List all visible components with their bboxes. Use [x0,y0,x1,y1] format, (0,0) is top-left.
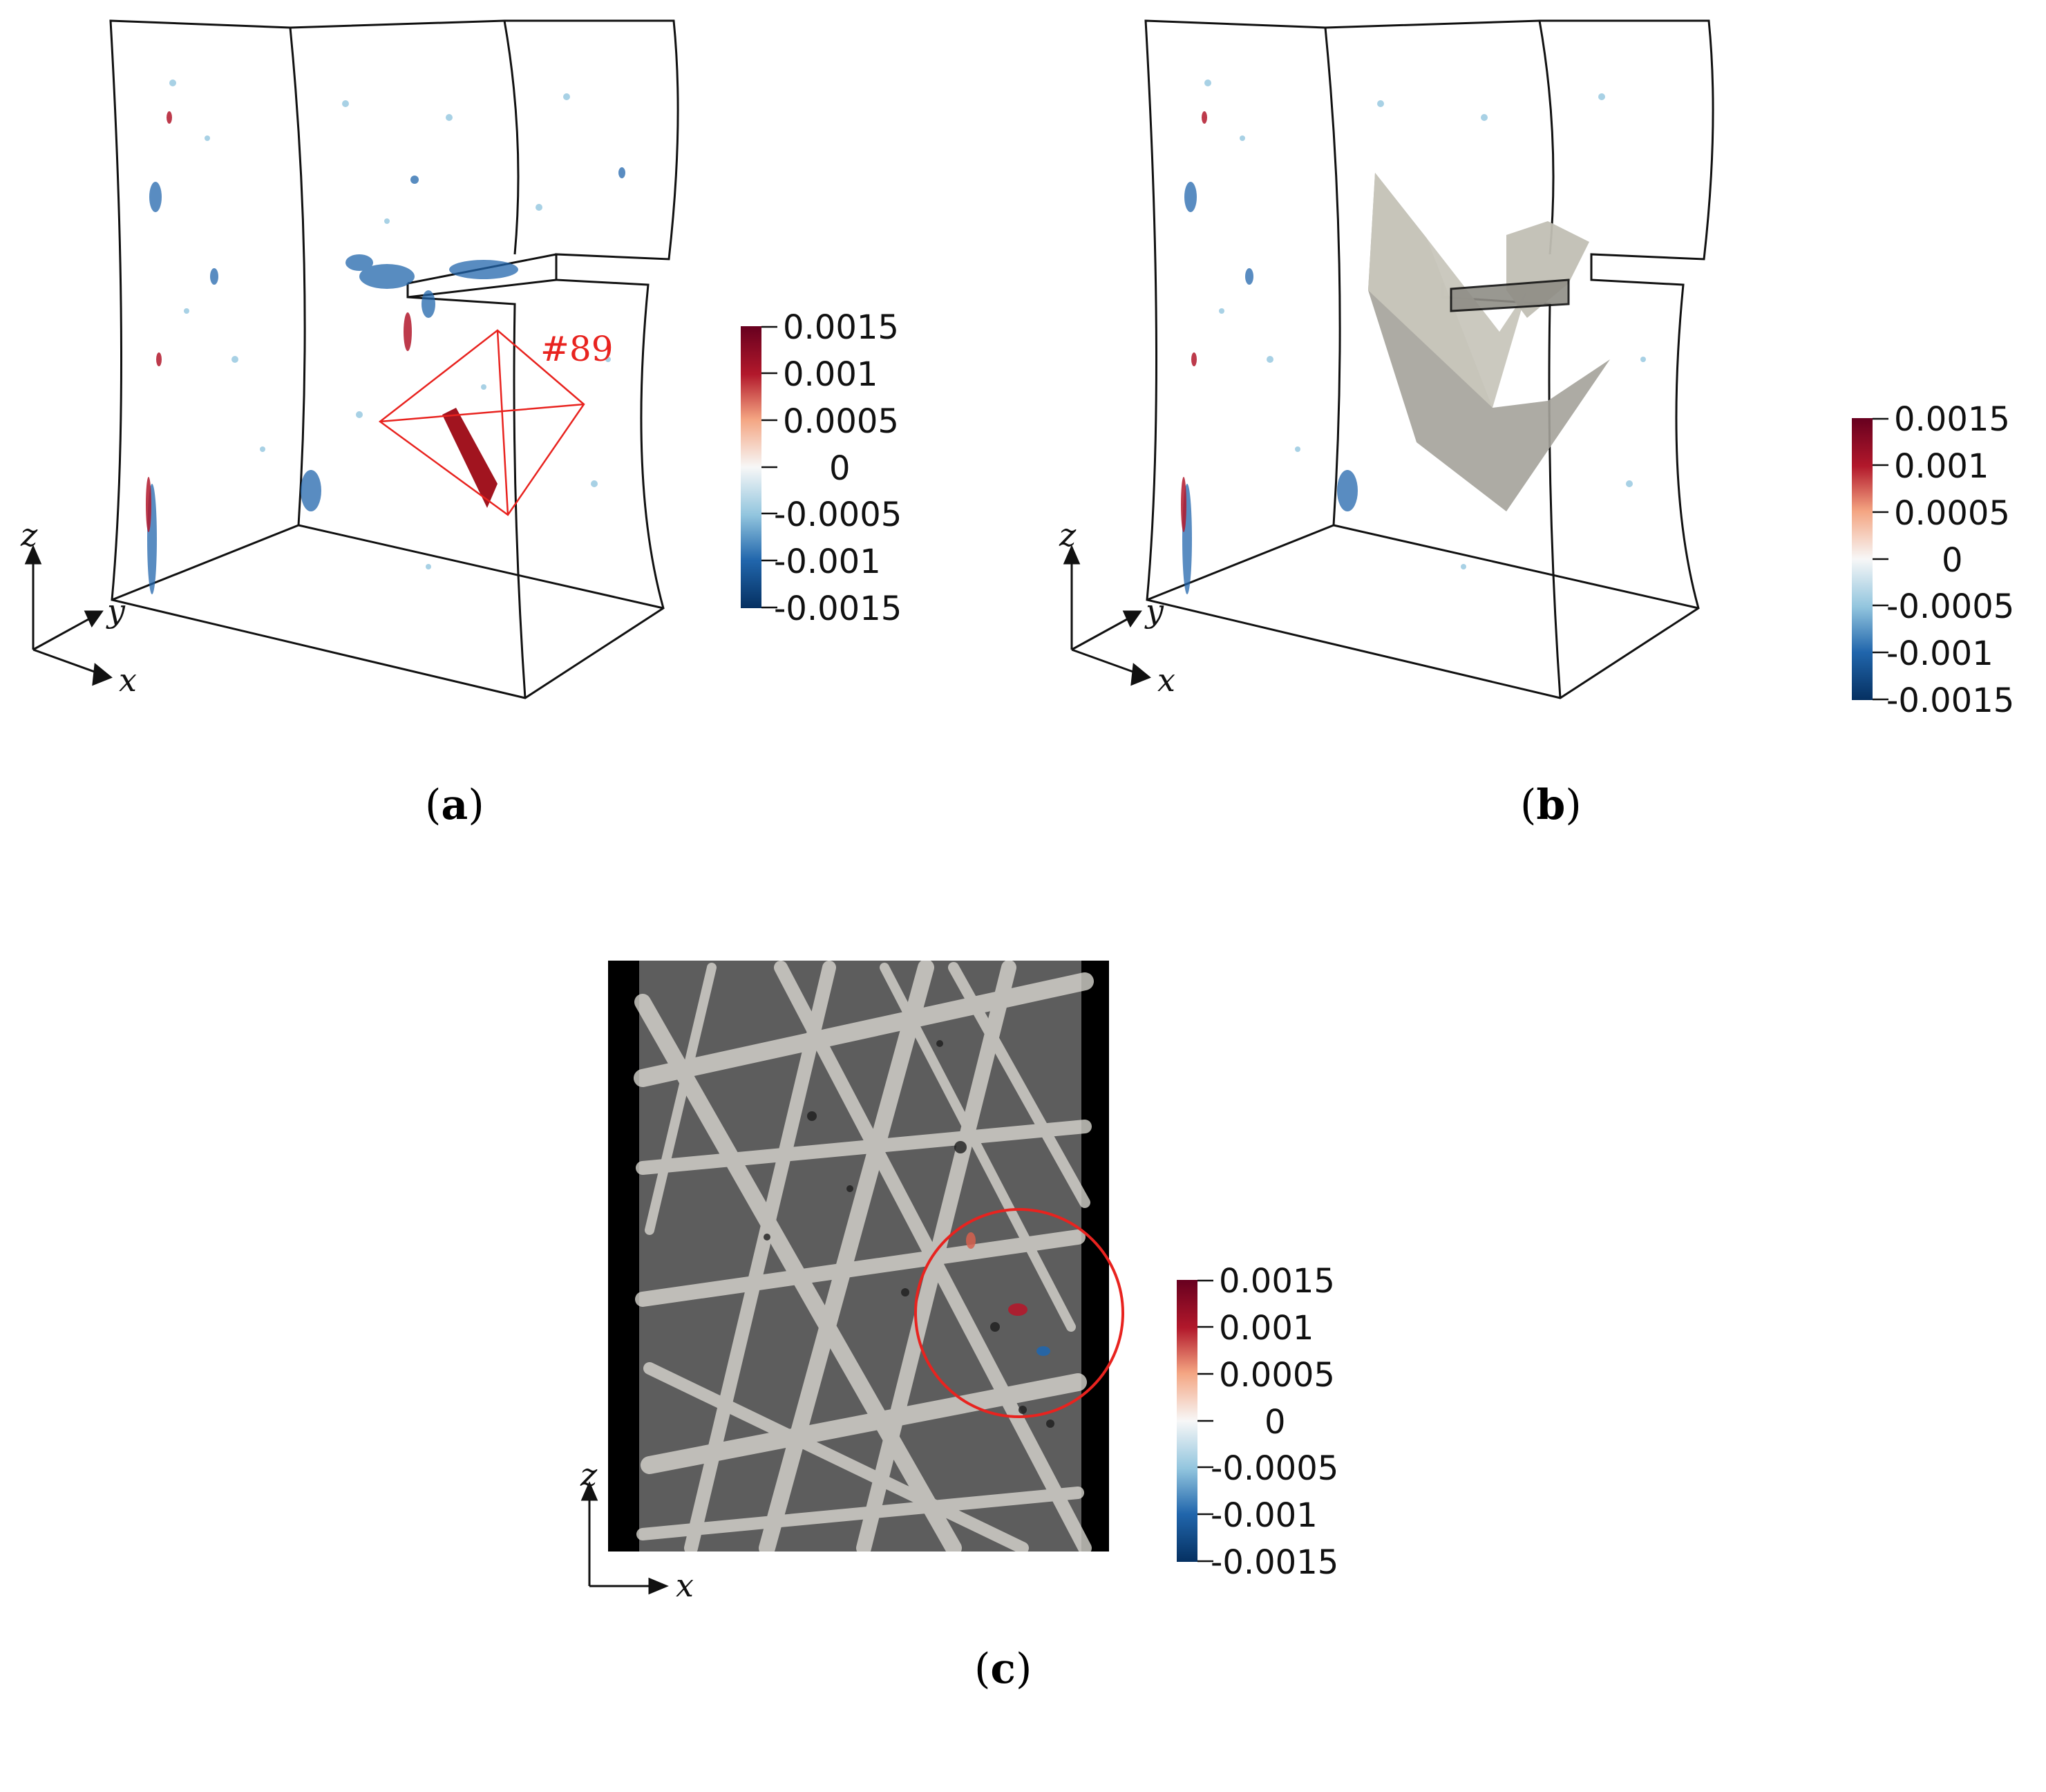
axis-label-z: z [1059,516,1077,554]
panel-b: z y x 0.0015 0.001 0.0005 0 -0.0005 -0.0… [1059,19,2014,720]
specimen-wireframe [109,19,679,699]
axes-triad-b [1063,545,1151,686]
axis-label-x: x [1157,661,1175,699]
ct-slice-image [608,961,1109,1552]
colorbar-tick-label: 0.0015 [1219,1262,1335,1301]
colorbar-tick-label: 0.0005 [1219,1356,1335,1395]
colorbar-tick-label: 0.001 [1894,447,1989,486]
colorbar-tick-label: -0.001 [1886,634,1993,673]
axis-label-z: z [20,516,38,554]
colorbar-tick-label: 0 [829,449,851,488]
colorbar-tick-label: -0.0005 [774,496,902,534]
axis-label-z: z [580,1456,598,1493]
axis-label-x: x [119,661,137,699]
colorbar-tick-label: 0.001 [1219,1309,1314,1348]
region-89-label: #89 [540,329,614,369]
colorbar-tick-label: 0 [1942,541,1963,580]
specimen-wireframe [1144,19,1714,699]
colorbar-tick-label: -0.001 [774,543,881,581]
caption-b: (b) [1520,781,1582,829]
colorbar-tick-label: -0.0015 [1886,681,2014,720]
strain-field [1181,79,1646,594]
panel-a: #89 z y x 0.0015 0.001 0.0005 0 -0.0005 … [20,19,902,699]
colorbar-tick-label: -0.0015 [1211,1543,1338,1582]
colorbar-tick-label: 0.0015 [1894,400,2010,439]
colorbar-tick-label: -0.0005 [1211,1449,1338,1488]
axes-triad-a [24,545,113,686]
crack-plane [1368,173,1610,511]
colorbar-tick-label: 0.0005 [1894,494,2010,533]
highlight-circle [914,1208,1124,1418]
colorbar-tick-label: -0.0005 [1886,587,2014,626]
colorbar-c: 0.0015 0.001 0.0005 0 -0.0005 -0.001 -0.… [1177,1262,1338,1582]
panel-c: z x 0.0015 0.001 0.0005 0 -0.0005 -0.001… [580,961,1338,1604]
axis-label-y: y [1144,592,1164,630]
axis-label-x: x [676,1567,694,1604]
colorbar-a: 0.0015 0.001 0.0005 0 -0.0005 -0.001 -0.… [741,308,902,628]
axes-triad-c [580,1481,669,1595]
axis-label-y: y [106,592,126,630]
strain-field [146,79,625,594]
caption-a: (a) [425,781,484,829]
colorbar-tick-label: -0.001 [1211,1496,1318,1535]
region-89-outline [378,329,585,516]
colorbar-b: 0.0015 0.001 0.0005 0 -0.0005 -0.001 -0.… [1852,400,2014,720]
colorbar-tick-label: 0 [1264,1403,1286,1442]
colorbar-tick-label: -0.0015 [774,590,902,628]
colorbar-tick-label: 0.001 [783,355,878,394]
colorbar-tick-label: 0.0015 [783,308,899,347]
caption-c: (c) [974,1645,1032,1693]
colorbar-tick-label: 0.0005 [783,402,899,441]
